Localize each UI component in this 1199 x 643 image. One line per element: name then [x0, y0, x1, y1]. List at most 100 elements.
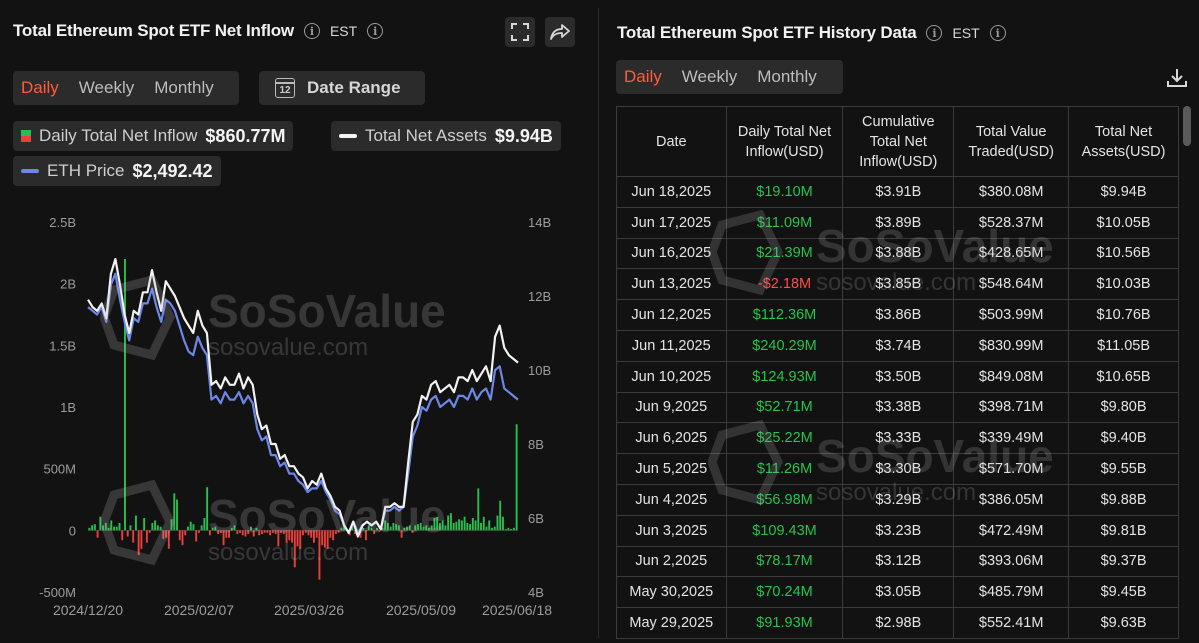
inflow-bar: [384, 520, 387, 531]
table-row[interactable]: Jun 6,2025 $25.22M $3.33B $339.49M $9.40B: [616, 422, 1179, 455]
inflow-bar: [170, 519, 173, 531]
right-panel-title: Total Ethereum Spot ETF History Data: [617, 23, 917, 42]
inflow-bar: [165, 530, 168, 538]
timezone-info-icon[interactable]: i: [989, 25, 1006, 41]
timezone-label: EST: [952, 25, 980, 41]
col-net-assets[interactable]: Total Net Assets(USD): [1068, 106, 1179, 177]
x-axis-tick: 2024/12/20: [53, 602, 123, 618]
tab-weekly[interactable]: Weekly: [681, 67, 738, 86]
right-period-tabs: Daily Weekly Monthly: [616, 60, 843, 94]
cell-net-assets: $9.55B: [1068, 453, 1179, 485]
table-row[interactable]: Jun 13,2025 -$2.18M $3.85B $548.64M $10.03B: [616, 268, 1179, 301]
info-icon[interactable]: i: [926, 25, 943, 41]
table-row[interactable]: May 29,2025 $91.93M $2.98B $552.41M $9.63B: [616, 607, 1179, 639]
eth-price-line: [87, 272, 519, 534]
net-inflow-chart[interactable]: 2.5B 2B 1.5B 1B 500M 0 -500M 14B 12B 10B 8B 6B 4B 202…: [0, 200, 588, 630]
table-row[interactable]: Jun 4,2025 $56.98M $3.29B $386.05M $9.88B: [616, 483, 1179, 516]
table-row[interactable]: Jun 9,2025 $52.71M $3.38B $398.71M $9.80B: [616, 391, 1179, 424]
inflow-bar: [115, 526, 118, 531]
left-axis-tick: 1.5B: [49, 338, 76, 353]
inflow-bar: [488, 520, 491, 531]
tab-weekly[interactable]: Weekly: [78, 78, 135, 97]
inflow-bar: [126, 530, 129, 537]
inflow-bar: [173, 493, 176, 531]
inflow-bar: [277, 530, 280, 547]
date-range-label: Date Range: [307, 78, 401, 97]
inflow-bar: [197, 530, 200, 533]
table-row[interactable]: Jun 10,2025 $124.93M $3.50B $849.08M $10.65B: [616, 360, 1179, 393]
inflow-bar: [510, 528, 513, 531]
table-row[interactable]: Jun 18,2025 $19.10M $3.91B $380.08M $9.94B: [616, 176, 1179, 208]
x-axis-tick: 2025/05/09: [386, 602, 456, 618]
inflow-bar: [455, 521, 458, 531]
right-axis-tick: 14B: [528, 215, 551, 230]
info-icon[interactable]: i: [303, 23, 320, 39]
tab-monthly[interactable]: Monthly: [757, 67, 817, 86]
share-button[interactable]: [545, 17, 575, 47]
net-inflow-panel: Total Ethereum Spot ETF Net Inflow i EST…: [0, 0, 588, 643]
inflow-bar: [452, 522, 455, 531]
legend-eth[interactable]: ETH Price $2,492.42: [13, 156, 221, 186]
inflow-bar: [187, 526, 189, 531]
cell-value-traded: $386.05M: [953, 483, 1070, 516]
inflow-bar: [167, 530, 170, 549]
table-row[interactable]: Jun 3,2025 $109.43M $3.23B $472.49M $9.81B: [616, 514, 1179, 547]
download-button[interactable]: [1165, 66, 1189, 95]
date-range-button[interactable]: 12 Date Range: [259, 71, 425, 105]
cell-daily-inflow: $78.17M: [725, 545, 844, 578]
inflow-bar: [291, 530, 294, 543]
inflow-bar: [334, 530, 337, 535]
cell-cumulative-inflow: $3.91B: [842, 176, 955, 208]
cell-cumulative-inflow: $3.33B: [842, 422, 955, 455]
inflow-bar: [304, 530, 307, 533]
share-icon: [550, 24, 570, 40]
history-panel: Total Ethereum Spot ETF History Data i E…: [600, 0, 1199, 643]
col-value-traded[interactable]: Total Value Traded(USD): [953, 106, 1070, 177]
col-date[interactable]: Date: [616, 106, 727, 177]
table-row[interactable]: Jun 16,2025 $21.39M $3.88B $428.65M $10.56B: [616, 237, 1179, 270]
inflow-bar: [359, 530, 362, 538]
inflow-bar: [104, 522, 107, 531]
inflow-bar: [271, 530, 274, 533]
inflow-bar: [444, 525, 447, 531]
cell-net-assets: $9.80B: [1068, 391, 1179, 424]
table-header-row: Date Daily Total Net Inflow(USD) Cumulat…: [616, 106, 1179, 177]
timezone-info-icon[interactable]: i: [367, 23, 384, 39]
table-row[interactable]: Jun 5,2025 $11.26M $3.30B $571.70M $9.55B: [616, 453, 1179, 485]
table-row[interactable]: Jun 12,2025 $112.36M $3.86B $503.99M $10.76B: [616, 299, 1179, 331]
tab-monthly[interactable]: Monthly: [154, 78, 214, 97]
table-row[interactable]: Jun 11,2025 $240.29M $3.74B $830.99M $11.05B: [616, 329, 1179, 362]
fullscreen-button[interactable]: [505, 17, 535, 47]
inflow-bar: [400, 530, 403, 538]
col-daily-inflow[interactable]: Daily Total Net Inflow(USD): [725, 106, 844, 177]
table-row[interactable]: May 30,2025 $70.24M $3.05B $485.79M $9.45B: [616, 576, 1179, 609]
table-row[interactable]: Jun 2,2025 $78.17M $3.12B $393.06M $9.37B: [616, 545, 1179, 578]
right-axis-tick: 6B: [528, 511, 544, 526]
cell-value-traded: $528.37M: [953, 206, 1070, 239]
legend-inflow[interactable]: Daily Total Net Inflow $860.77M: [13, 121, 294, 151]
inflow-bar: [151, 522, 154, 531]
cell-cumulative-inflow: $3.89B: [842, 206, 955, 239]
cell-date: Jun 4,2025: [616, 483, 727, 516]
table-row[interactable]: Jun 17,2025 $11.09M $3.89B $528.37M $10.05B: [616, 206, 1179, 239]
inflow-bar: [176, 499, 178, 531]
inflow-bar: [496, 515, 499, 531]
inflow-bar: [113, 526, 115, 531]
inflow-bar: [255, 527, 258, 531]
cell-net-assets: $9.94B: [1068, 176, 1179, 208]
inflow-bar: [230, 527, 233, 531]
left-axis-tick: 500M: [43, 462, 76, 477]
col-cumulative-inflow[interactable]: Cumulative Total Net Inflow(USD): [842, 106, 955, 177]
cell-daily-inflow: $56.98M: [725, 483, 844, 516]
table-scrollbar[interactable]: [1183, 106, 1191, 146]
inflow-bar: [148, 530, 151, 533]
inflow-bar: [225, 530, 228, 538]
inflow-bar: [263, 530, 266, 533]
inflow-bar: [181, 530, 184, 546]
inflow-bar: [397, 525, 400, 531]
tab-daily[interactable]: Daily: [624, 67, 662, 86]
x-axis-tick: 2025/03/26: [274, 602, 344, 618]
legend-assets[interactable]: Total Net Assets $9.94B: [331, 121, 561, 151]
tab-daily[interactable]: Daily: [21, 78, 59, 97]
cell-daily-inflow: $11.26M: [725, 453, 844, 485]
